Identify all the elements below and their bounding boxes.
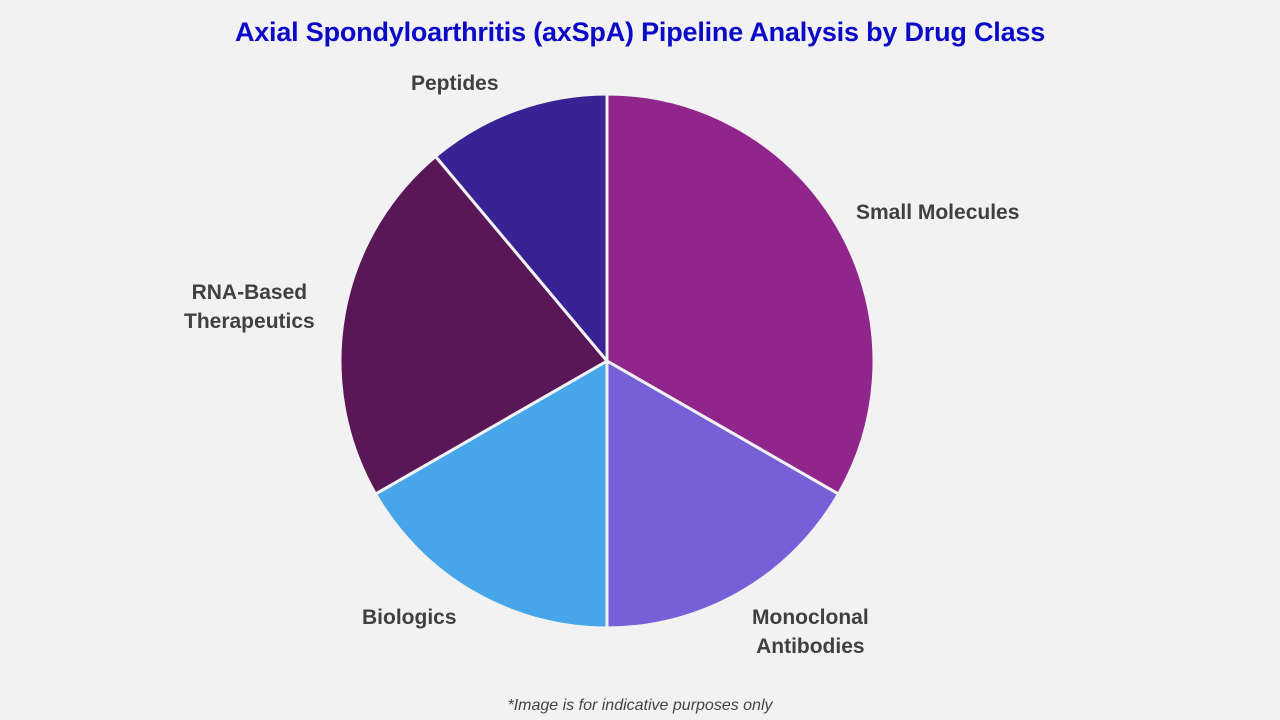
label-peptides: Peptides <box>411 72 499 95</box>
pie-slice-small-molecules <box>605 92 876 496</box>
footnote: *Image is for indicative purposes only <box>507 697 773 714</box>
pie-slice-biologics <box>373 359 609 630</box>
pie-slice-peptides <box>434 92 609 363</box>
pie-slice-rna-based-therapeutics <box>338 154 609 496</box>
label-rna-line2: Therapeutics <box>184 310 315 333</box>
chart-title: Axial Spondyloarthritis (axSpA) Pipeline… <box>234 17 1046 47</box>
label-monoclonal-line2: Antibodies <box>756 635 865 658</box>
label-rna-line1: RNA-Based <box>191 281 308 304</box>
label-biologics: Biologics <box>362 606 457 629</box>
label-monoclonal-line1: Monoclonal <box>752 606 869 629</box>
label-small-molecules: Small Molecules <box>856 201 1020 224</box>
label-monoclonal-antibodies: Monoclonal Antibodies <box>752 603 869 661</box>
pie-slice-monoclonal-antibodies <box>605 359 841 630</box>
label-rna-based-therapeutics: RNA-Based Therapeutics <box>184 278 315 336</box>
